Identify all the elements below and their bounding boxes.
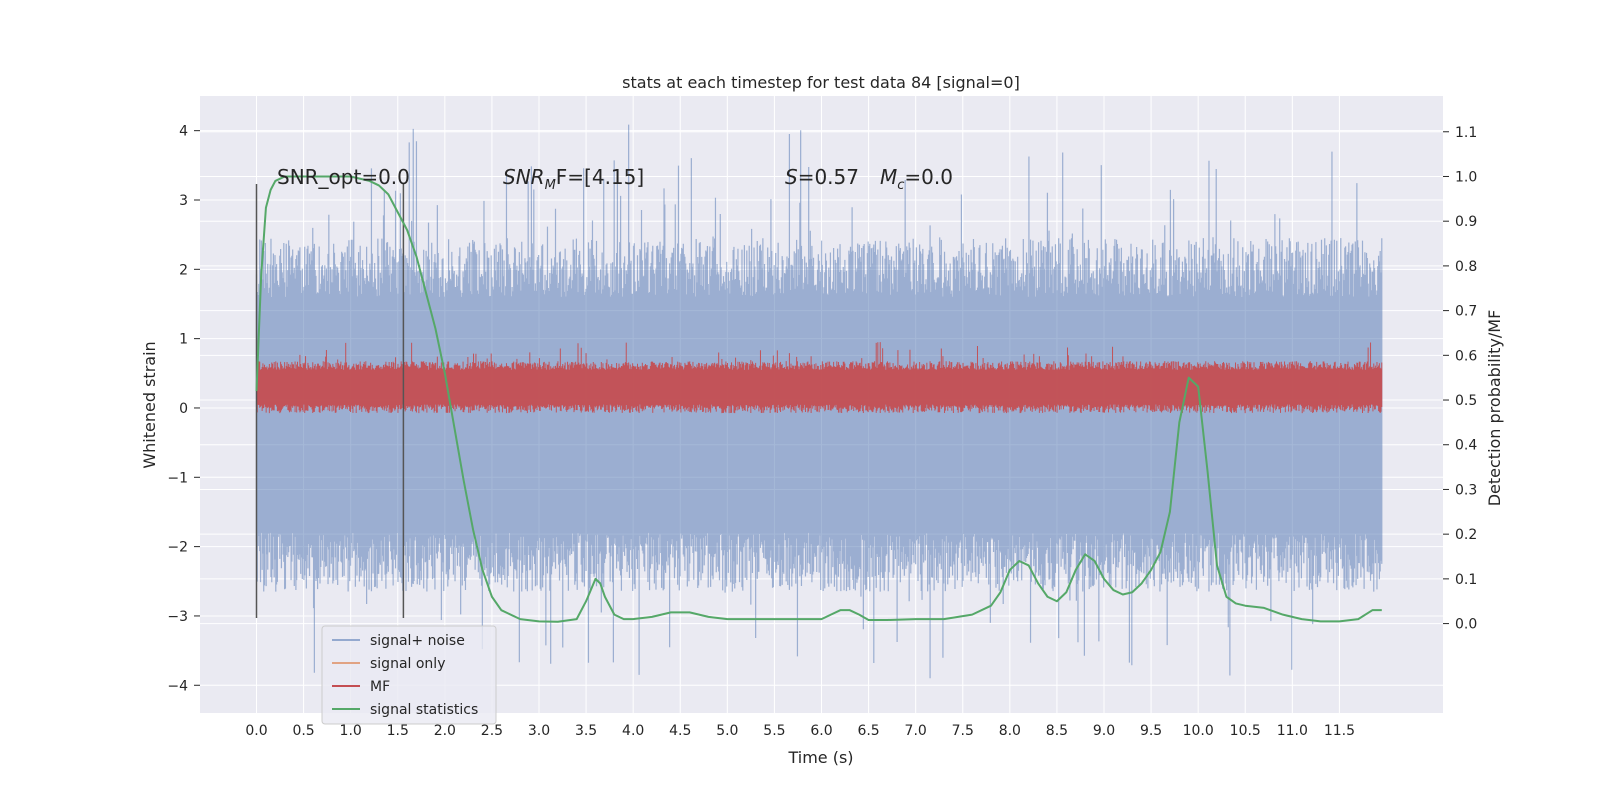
y-right-tick-label: 0.3 — [1455, 482, 1477, 498]
y-axis-label: Whitened strain — [140, 341, 159, 468]
mc-main: M — [880, 165, 897, 189]
annotation-snr-mf: SNRMF=[4.15] — [503, 165, 644, 193]
x-tick-label: 10.0 — [1183, 723, 1214, 739]
x-tick-label: 9.5 — [1140, 723, 1162, 739]
y-tick-label: 4 — [179, 124, 188, 140]
mc-rest: =0.0 — [904, 165, 953, 189]
x-tick-label: 2.5 — [481, 723, 503, 739]
x-tick-label: 2.0 — [434, 723, 456, 739]
s-rest: =0.57 — [798, 165, 859, 189]
y-right-tick-label: 0.9 — [1455, 214, 1477, 230]
y-tick-label: 1 — [179, 332, 188, 348]
x-tick-label: 7.0 — [905, 723, 927, 739]
annotation-s: S=0.57 — [785, 165, 859, 189]
y-right-tick-label: 0.1 — [1455, 572, 1477, 588]
y-tick-label: −4 — [167, 678, 188, 694]
x-tick-label: 3.0 — [528, 723, 550, 739]
y-axis-right-label: Detection probability/MF — [1485, 310, 1504, 507]
x-tick-label: 9.0 — [1093, 723, 1115, 739]
x-tick-label: 0.0 — [245, 723, 267, 739]
x-tick-label: 8.5 — [1046, 723, 1068, 739]
annotation-mc: Mc=0.0 — [880, 165, 953, 193]
annotation-snr-opt: SNR_opt=0.0 — [277, 165, 410, 189]
y-right-tick-label: 0.2 — [1455, 527, 1477, 543]
x-tick-label: 11.5 — [1324, 723, 1355, 739]
x-tick-label: 6.0 — [810, 723, 832, 739]
snr-mf-main: SNR — [503, 165, 545, 189]
x-tick-label: 11.0 — [1277, 723, 1308, 739]
x-tick-label: 6.5 — [857, 723, 879, 739]
x-tick-label: 5.5 — [763, 723, 785, 739]
legend-label-signal-only: signal only — [370, 656, 445, 672]
signal-statistics-series — [255, 175, 1382, 623]
y-tick-label: 2 — [179, 262, 188, 278]
legend-box — [321, 625, 497, 725]
y-tick-label: 3 — [179, 193, 188, 209]
legend: signal+ noise signal only MF signal stat… — [321, 625, 497, 725]
s-main: S — [785, 165, 798, 189]
mc-sub: c — [897, 178, 904, 193]
x-tick-label: 4.0 — [622, 723, 644, 739]
x-tick-label: 5.0 — [716, 723, 738, 739]
y-right-tick-label: 0.6 — [1455, 348, 1477, 364]
y-right-tick-label: 1.1 — [1455, 125, 1477, 141]
x-tick-label: 10.5 — [1230, 723, 1261, 739]
x-tick-label: 0.5 — [292, 723, 314, 739]
y-axis-left: 4 3 2 1 0 −1 −2 −3 −4 — [167, 124, 200, 694]
y-tick-label: −1 — [167, 470, 188, 486]
y-tick-label: −3 — [167, 609, 188, 625]
legend-label-signal-statistics: signal statistics — [370, 702, 478, 718]
y-right-tick-label: 0.7 — [1455, 304, 1477, 320]
legend-label-signal-noise: signal+ noise — [370, 633, 465, 649]
x-tick-label: 1.5 — [387, 723, 409, 739]
snr-mf-sub: M — [545, 178, 556, 193]
vertical-markers — [255, 184, 405, 619]
y-right-tick-label: 1.0 — [1455, 169, 1477, 185]
x-tick-label: 4.5 — [669, 723, 691, 739]
legend-label-mf: MF — [370, 679, 390, 695]
x-tick-label: 3.5 — [575, 723, 597, 739]
y-right-tick-label: 0.0 — [1455, 617, 1477, 633]
x-axis-label: Time (s) — [787, 748, 853, 767]
chart-title: stats at each timestep for test data 84 … — [622, 73, 1020, 92]
y-right-tick-label: 0.5 — [1455, 393, 1477, 409]
y-tick-label: −2 — [167, 540, 188, 556]
y-right-tick-label: 0.4 — [1455, 438, 1477, 454]
snr-mf-rest: F=[4.15] — [556, 165, 644, 189]
y-axis-right: 1.1 1.0 0.9 0.8 0.7 0.6 0.5 0.4 0.3 0.2 0.1 0.0 — [1443, 125, 1477, 633]
signal-statistics-line — [255, 175, 1382, 623]
y-right-tick-label: 0.8 — [1455, 259, 1477, 275]
x-tick-label: 1.0 — [340, 723, 362, 739]
y-tick-label: 0 — [179, 401, 188, 417]
x-tick-label: 7.5 — [952, 723, 974, 739]
x-axis: 0.0 0.5 1.0 1.5 2.0 2.5 3.0 3.5 4.0 4.5 5.0 5.5 6.0 6… — [245, 723, 1355, 739]
x-tick-label: 8.0 — [999, 723, 1021, 739]
